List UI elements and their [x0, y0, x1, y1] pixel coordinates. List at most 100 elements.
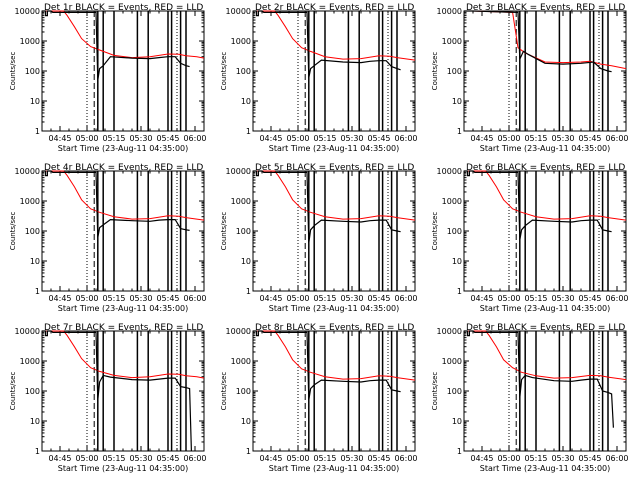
plot-frame: [463, 10, 627, 132]
y-axis-label: Counts/sec: [9, 372, 17, 411]
x-tick-label: 06:00: [605, 134, 628, 143]
y-tick-label: 10: [30, 417, 40, 426]
y-tick-label: 1: [246, 127, 251, 136]
y-tick-label: 1000: [442, 37, 462, 46]
lld-series-line: [464, 170, 627, 221]
y-tick-label: 1000: [20, 357, 40, 366]
events-series-line: [253, 10, 401, 78]
x-tick-label: 05:45: [156, 134, 179, 143]
chart-panel-1: Det 1r BLACK = Events, RED = LLD 1 10 100 10…: [9, 3, 207, 153]
x-tick-label: 05:00: [497, 454, 520, 463]
events-series-line: [42, 10, 190, 81]
y-tick-label: 100: [25, 67, 40, 76]
x-tick-label: 04:45: [259, 454, 282, 463]
x-tick-label: 06:00: [605, 454, 628, 463]
chart-panel-7: Det 7r BLACK = Events, RED = LLD 1 10 100 10…: [9, 323, 207, 473]
y-tick-label: 10000: [15, 7, 40, 16]
y-tick-label: 10: [241, 257, 251, 266]
x-tick-label: 05:00: [286, 454, 309, 463]
x-tick-label: 06:00: [183, 454, 206, 463]
y-tick-label: 10: [30, 257, 40, 266]
lld-series-line: [42, 170, 205, 221]
chart-panel-5: Det 5r BLACK = Events, RED = LLD 1 10 100 10…: [220, 163, 418, 313]
x-tick-label: 05:00: [497, 294, 520, 303]
y-tick-label: 10000: [437, 7, 462, 16]
x-tick-label: 05:45: [156, 454, 179, 463]
y-tick-label: 1: [457, 287, 462, 296]
y-axis-label: Counts/sec: [431, 212, 439, 251]
lld-series-line: [464, 330, 627, 381]
x-tick-label: 05:15: [102, 134, 125, 143]
y-tick-label: 100: [236, 67, 251, 76]
chart-title: Det 2r BLACK = Events, RED = LLD: [255, 3, 414, 13]
x-tick-label: 04:45: [470, 134, 493, 143]
x-tick-label: 06:00: [605, 294, 628, 303]
y-tick-label: 1: [457, 127, 462, 136]
plot-frame: [252, 10, 416, 132]
y-tick-label: 100: [447, 227, 462, 236]
x-tick-label: 04:45: [259, 134, 282, 143]
x-tick-label: 05:30: [129, 454, 152, 463]
chart-title: Det 8r BLACK = Events, RED = LLD: [255, 323, 414, 333]
chart-title: Det 4r BLACK = Events, RED = LLD: [44, 163, 203, 173]
plot-frame: [41, 170, 205, 292]
x-axis-label: Start Time (23-Aug-11 04:35:00): [269, 144, 400, 153]
y-tick-label: 10: [452, 97, 462, 106]
events-series-line: [464, 10, 612, 73]
x-axis-label: Start Time (23-Aug-11 04:35:00): [58, 144, 189, 153]
chart-title: Det 6r BLACK = Events, RED = LLD: [466, 163, 625, 173]
y-tick-label: 10: [452, 257, 462, 266]
x-axis-label: Start Time (23-Aug-11 04:35:00): [269, 304, 400, 313]
chart-title: Det 3r BLACK = Events, RED = LLD: [466, 3, 625, 13]
chart-title: Det 1r BLACK = Events, RED = LLD: [44, 3, 203, 13]
x-tick-label: 05:00: [497, 134, 520, 143]
x-tick-label: 05:30: [551, 294, 574, 303]
x-tick-label: 05:45: [367, 454, 390, 463]
x-tick-label: 06:00: [394, 134, 417, 143]
chart-title: Det 9r BLACK = Events, RED = LLD: [466, 323, 625, 333]
y-axis-label: Counts/sec: [220, 372, 228, 411]
x-tick-label: 05:00: [286, 294, 309, 303]
x-tick-label: 05:30: [340, 134, 363, 143]
lld-series-line: [253, 10, 416, 61]
plot-frame: [41, 330, 205, 452]
y-tick-label: 10: [241, 417, 251, 426]
x-tick-label: 05:15: [102, 294, 125, 303]
y-tick-label: 100: [447, 67, 462, 76]
events-series-line: [253, 330, 401, 401]
y-tick-label: 1: [35, 447, 40, 456]
x-tick-label: 05:30: [340, 454, 363, 463]
y-tick-label: 100: [236, 387, 251, 396]
x-tick-label: 04:45: [48, 134, 71, 143]
x-tick-label: 05:15: [313, 454, 336, 463]
x-tick-label: 05:45: [367, 294, 390, 303]
x-tick-label: 05:15: [102, 454, 125, 463]
y-tick-label: 1: [457, 447, 462, 456]
y-tick-label: 1: [35, 287, 40, 296]
x-tick-label: 06:00: [394, 454, 417, 463]
y-tick-label: 10: [30, 97, 40, 106]
y-tick-label: 10000: [226, 7, 251, 16]
events-series-line: [42, 170, 190, 238]
x-tick-label: 05:00: [75, 134, 98, 143]
chart-panel-3: Det 3r BLACK = Events, RED = LLD 1 10 100 10…: [431, 3, 629, 153]
y-tick-label: 10000: [226, 327, 251, 336]
y-axis-label: Counts/sec: [9, 52, 17, 91]
x-axis-label: Start Time (23-Aug-11 04:35:00): [480, 464, 611, 473]
events-series-line: [253, 170, 401, 243]
y-tick-label: 1000: [20, 197, 40, 206]
x-axis-label: Start Time (23-Aug-11 04:35:00): [269, 464, 400, 473]
x-axis-label: Start Time (23-Aug-11 04:35:00): [58, 464, 189, 473]
x-tick-label: 05:30: [551, 134, 574, 143]
x-tick-label: 04:45: [470, 294, 493, 303]
y-tick-label: 10000: [15, 167, 40, 176]
chart-title: Det 5r BLACK = Events, RED = LLD: [255, 163, 414, 173]
x-tick-label: 04:45: [259, 294, 282, 303]
y-tick-label: 1: [35, 127, 40, 136]
x-tick-label: 05:45: [578, 134, 601, 143]
plot-frame: [252, 170, 416, 292]
y-tick-label: 100: [25, 387, 40, 396]
x-tick-label: 06:00: [394, 294, 417, 303]
chart-panel-8: Det 8r BLACK = Events, RED = LLD 1 10 100 10…: [220, 323, 418, 473]
